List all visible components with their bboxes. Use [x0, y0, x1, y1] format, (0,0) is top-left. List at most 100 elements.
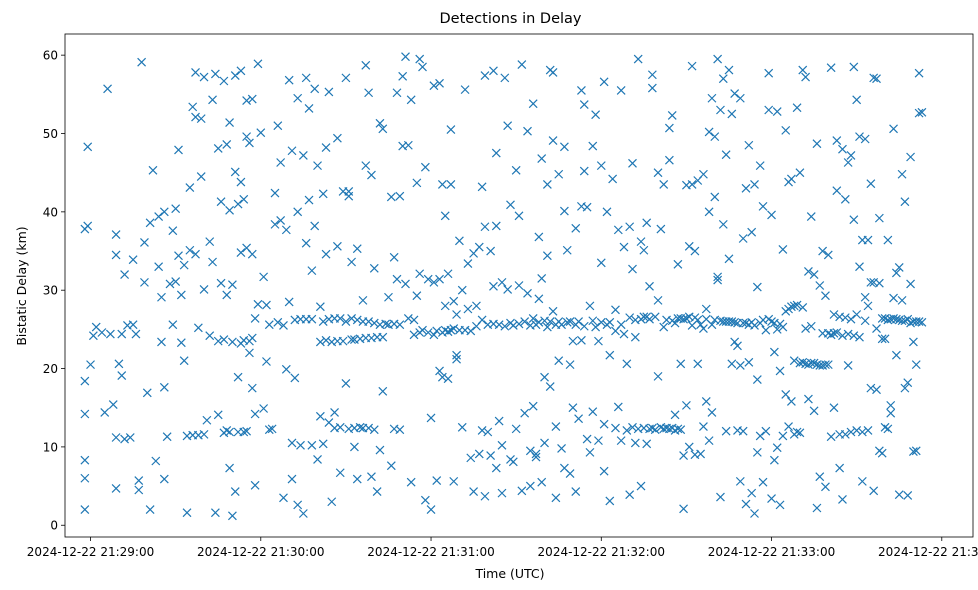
- data-point: [480, 491, 490, 501]
- data-point: [435, 78, 444, 88]
- data-point: [188, 102, 198, 112]
- data-point: [176, 290, 186, 300]
- data-point: [908, 447, 918, 457]
- data-point: [883, 424, 893, 434]
- data-point: [792, 427, 802, 437]
- data-point: [403, 140, 413, 150]
- data-point: [290, 373, 300, 383]
- x-tick-label: 2024-12-22 21:32:00: [538, 545, 665, 559]
- data-point: [449, 324, 459, 334]
- data-point: [664, 123, 674, 133]
- data-point: [775, 500, 785, 510]
- data-point: [727, 109, 737, 119]
- data-point: [242, 132, 252, 142]
- data-point: [196, 172, 206, 182]
- data-point: [775, 366, 785, 376]
- data-point: [494, 320, 504, 330]
- data-point: [727, 317, 737, 326]
- data-point: [906, 318, 915, 328]
- data-point: [582, 434, 592, 444]
- data-point: [446, 125, 456, 135]
- data-point: [270, 219, 280, 229]
- data-point: [832, 328, 842, 337]
- data-point: [514, 211, 524, 221]
- data-point: [840, 313, 850, 323]
- data-point: [778, 245, 788, 254]
- data-point: [707, 320, 717, 330]
- data-point: [891, 350, 901, 360]
- data-point: [815, 281, 825, 290]
- data-point: [897, 295, 907, 305]
- data-point: [347, 313, 357, 323]
- data-point: [809, 406, 819, 416]
- data-point: [877, 334, 887, 344]
- data-point: [540, 372, 549, 382]
- data-point: [378, 124, 388, 134]
- data-point: [542, 251, 552, 261]
- data-point: [704, 207, 714, 217]
- data-point: [863, 426, 873, 435]
- data-point: [262, 300, 271, 310]
- data-point: [577, 335, 586, 345]
- data-point: [511, 165, 521, 175]
- y-tick-label: 30: [43, 284, 58, 298]
- data-point: [741, 499, 751, 509]
- data-point: [185, 245, 195, 255]
- data-points: [80, 52, 927, 521]
- x-tick-label: 2024-12-22 21:34:00: [878, 545, 978, 559]
- data-point: [225, 463, 234, 473]
- data-point: [744, 140, 754, 150]
- data-point: [446, 180, 456, 189]
- data-point: [315, 411, 325, 421]
- data-point: [681, 400, 691, 410]
- data-point: [696, 449, 706, 459]
- data-point: [457, 285, 467, 295]
- data-point: [466, 453, 476, 463]
- data-point: [605, 317, 615, 327]
- data-point: [432, 326, 442, 336]
- data-point: [310, 84, 320, 94]
- data-point: [523, 126, 532, 136]
- data-point: [863, 235, 873, 245]
- data-point: [486, 246, 496, 256]
- data-point: [744, 357, 754, 367]
- data-point: [514, 319, 524, 329]
- data-point: [205, 331, 215, 341]
- data-point: [767, 494, 776, 504]
- data-point: [738, 318, 748, 328]
- data-point: [846, 151, 856, 160]
- data-point: [721, 426, 731, 436]
- data-point: [670, 318, 680, 328]
- data-point: [191, 249, 200, 259]
- data-point: [608, 174, 618, 184]
- data-point: [843, 360, 853, 370]
- data-point: [832, 186, 842, 196]
- data-point: [262, 357, 271, 366]
- data-point: [769, 455, 779, 465]
- data-point: [806, 358, 816, 368]
- data-point: [716, 492, 725, 502]
- data-point: [242, 96, 252, 106]
- data-point: [579, 321, 589, 331]
- data-point: [233, 199, 243, 209]
- data-point: [128, 320, 138, 330]
- data-point: [474, 242, 484, 252]
- y-tick-label: 60: [43, 49, 58, 63]
- data-point: [806, 321, 816, 331]
- data-point: [852, 95, 862, 105]
- data-point: [381, 319, 391, 329]
- data-point: [826, 432, 836, 442]
- data-point: [874, 213, 884, 223]
- data-point: [120, 270, 130, 279]
- data-point: [440, 301, 450, 311]
- data-point: [554, 356, 564, 366]
- data-point: [659, 322, 669, 332]
- data-point: [395, 320, 405, 330]
- data-point: [718, 219, 728, 229]
- data-point: [145, 218, 155, 228]
- data-point: [786, 397, 796, 406]
- data-point: [429, 330, 439, 340]
- data-point: [877, 313, 887, 323]
- data-point: [239, 427, 249, 437]
